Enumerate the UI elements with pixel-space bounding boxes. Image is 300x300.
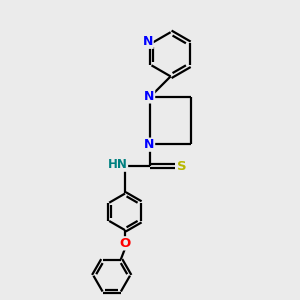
Text: HN: HN — [108, 158, 127, 171]
Text: O: O — [119, 237, 130, 250]
Text: N: N — [144, 138, 154, 151]
Text: S: S — [177, 160, 186, 173]
Text: N: N — [143, 35, 153, 48]
Text: N: N — [144, 90, 154, 103]
